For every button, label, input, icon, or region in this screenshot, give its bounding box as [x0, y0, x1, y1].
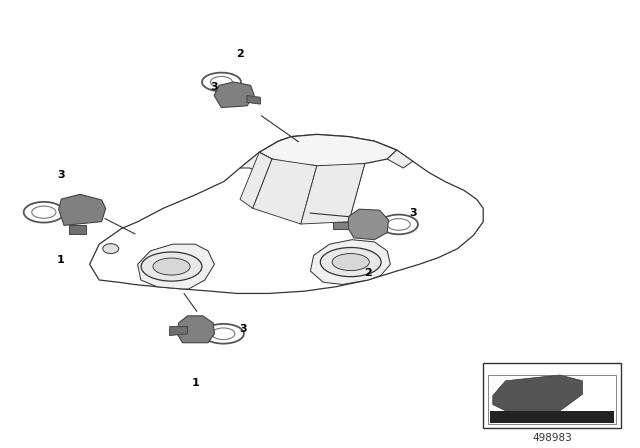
Polygon shape	[214, 82, 254, 108]
Polygon shape	[240, 152, 272, 172]
Text: 3: 3	[409, 208, 417, 218]
Polygon shape	[387, 150, 413, 168]
Text: 2: 2	[364, 268, 372, 278]
Polygon shape	[90, 134, 483, 293]
Polygon shape	[301, 164, 365, 224]
FancyBboxPatch shape	[483, 363, 621, 428]
Text: 3: 3	[211, 82, 218, 92]
Polygon shape	[490, 411, 614, 423]
Polygon shape	[69, 225, 86, 234]
Polygon shape	[493, 375, 582, 411]
Ellipse shape	[321, 247, 381, 277]
Polygon shape	[177, 316, 214, 343]
Polygon shape	[310, 240, 390, 284]
Polygon shape	[253, 159, 317, 224]
Polygon shape	[59, 194, 106, 225]
Polygon shape	[138, 244, 214, 289]
Text: 3: 3	[239, 324, 247, 334]
Polygon shape	[333, 222, 348, 229]
Ellipse shape	[332, 254, 369, 271]
Text: 2: 2	[236, 49, 244, 59]
Polygon shape	[240, 152, 272, 208]
Text: 3: 3	[57, 170, 65, 180]
Ellipse shape	[153, 258, 190, 275]
Ellipse shape	[102, 244, 119, 254]
Ellipse shape	[141, 252, 202, 281]
Polygon shape	[348, 209, 388, 240]
Text: 1: 1	[191, 378, 199, 388]
Text: 498983: 498983	[532, 433, 572, 443]
Polygon shape	[247, 95, 260, 104]
Polygon shape	[259, 134, 397, 166]
Polygon shape	[170, 327, 188, 336]
Text: 1: 1	[57, 255, 65, 265]
